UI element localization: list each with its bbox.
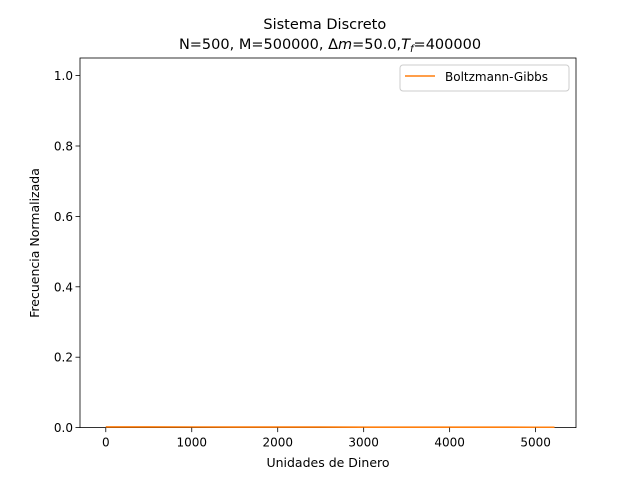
x-tick-label: 0 [102,436,110,450]
x-axis-ticks: 0 1000 2000 3000 4000 5000 [102,427,551,450]
title-t: T [401,37,411,53]
title-delta: Δ [328,37,338,53]
legend-box [399,64,570,92]
y-tick-label: 0.2 [54,351,73,365]
y-tick-label: 0.0 [54,421,73,435]
x-axis-label: Unidades de Dinero [266,455,389,470]
chart-title-line2: N=500, M=500000, Δm=50.0,Tf=400000 [179,37,481,55]
y-axis-label: Frecuencia Normalizada [27,168,42,318]
y-tick-label: 0.8 [54,140,73,154]
chart-title-line1: Sistema Discreto [263,17,386,33]
legend: Boltzmann-Gibbs [399,64,570,92]
title-params: N=500, M=500000, [179,37,328,53]
x-tick-label: 5000 [520,436,551,450]
x-tick-label: 2000 [262,436,293,450]
x-tick-label: 1000 [176,436,207,450]
y-tick-label: 1.0 [54,69,73,83]
y-tick-label: 0.4 [54,280,73,294]
y-tick-label: 0.6 [54,210,73,224]
x-tick-label: 4000 [434,436,465,450]
x-tick-label: 3000 [348,436,379,450]
title-mid: =50.0, [352,37,401,53]
y-axis-ticks: 0.0 0.2 0.4 0.6 0.8 1.0 [54,69,80,435]
title-t-subscript: f [410,44,415,55]
title-m: m [338,37,352,53]
plot-area: 0 1000 2000 3000 4000 5000 0.0 0.2 0.4 0.6 0.8 1.0 [54,57,577,450]
title-end: =400000 [414,37,482,53]
legend-label-boltzmann-gibbs: Boltzmann-Gibbs [445,70,548,84]
